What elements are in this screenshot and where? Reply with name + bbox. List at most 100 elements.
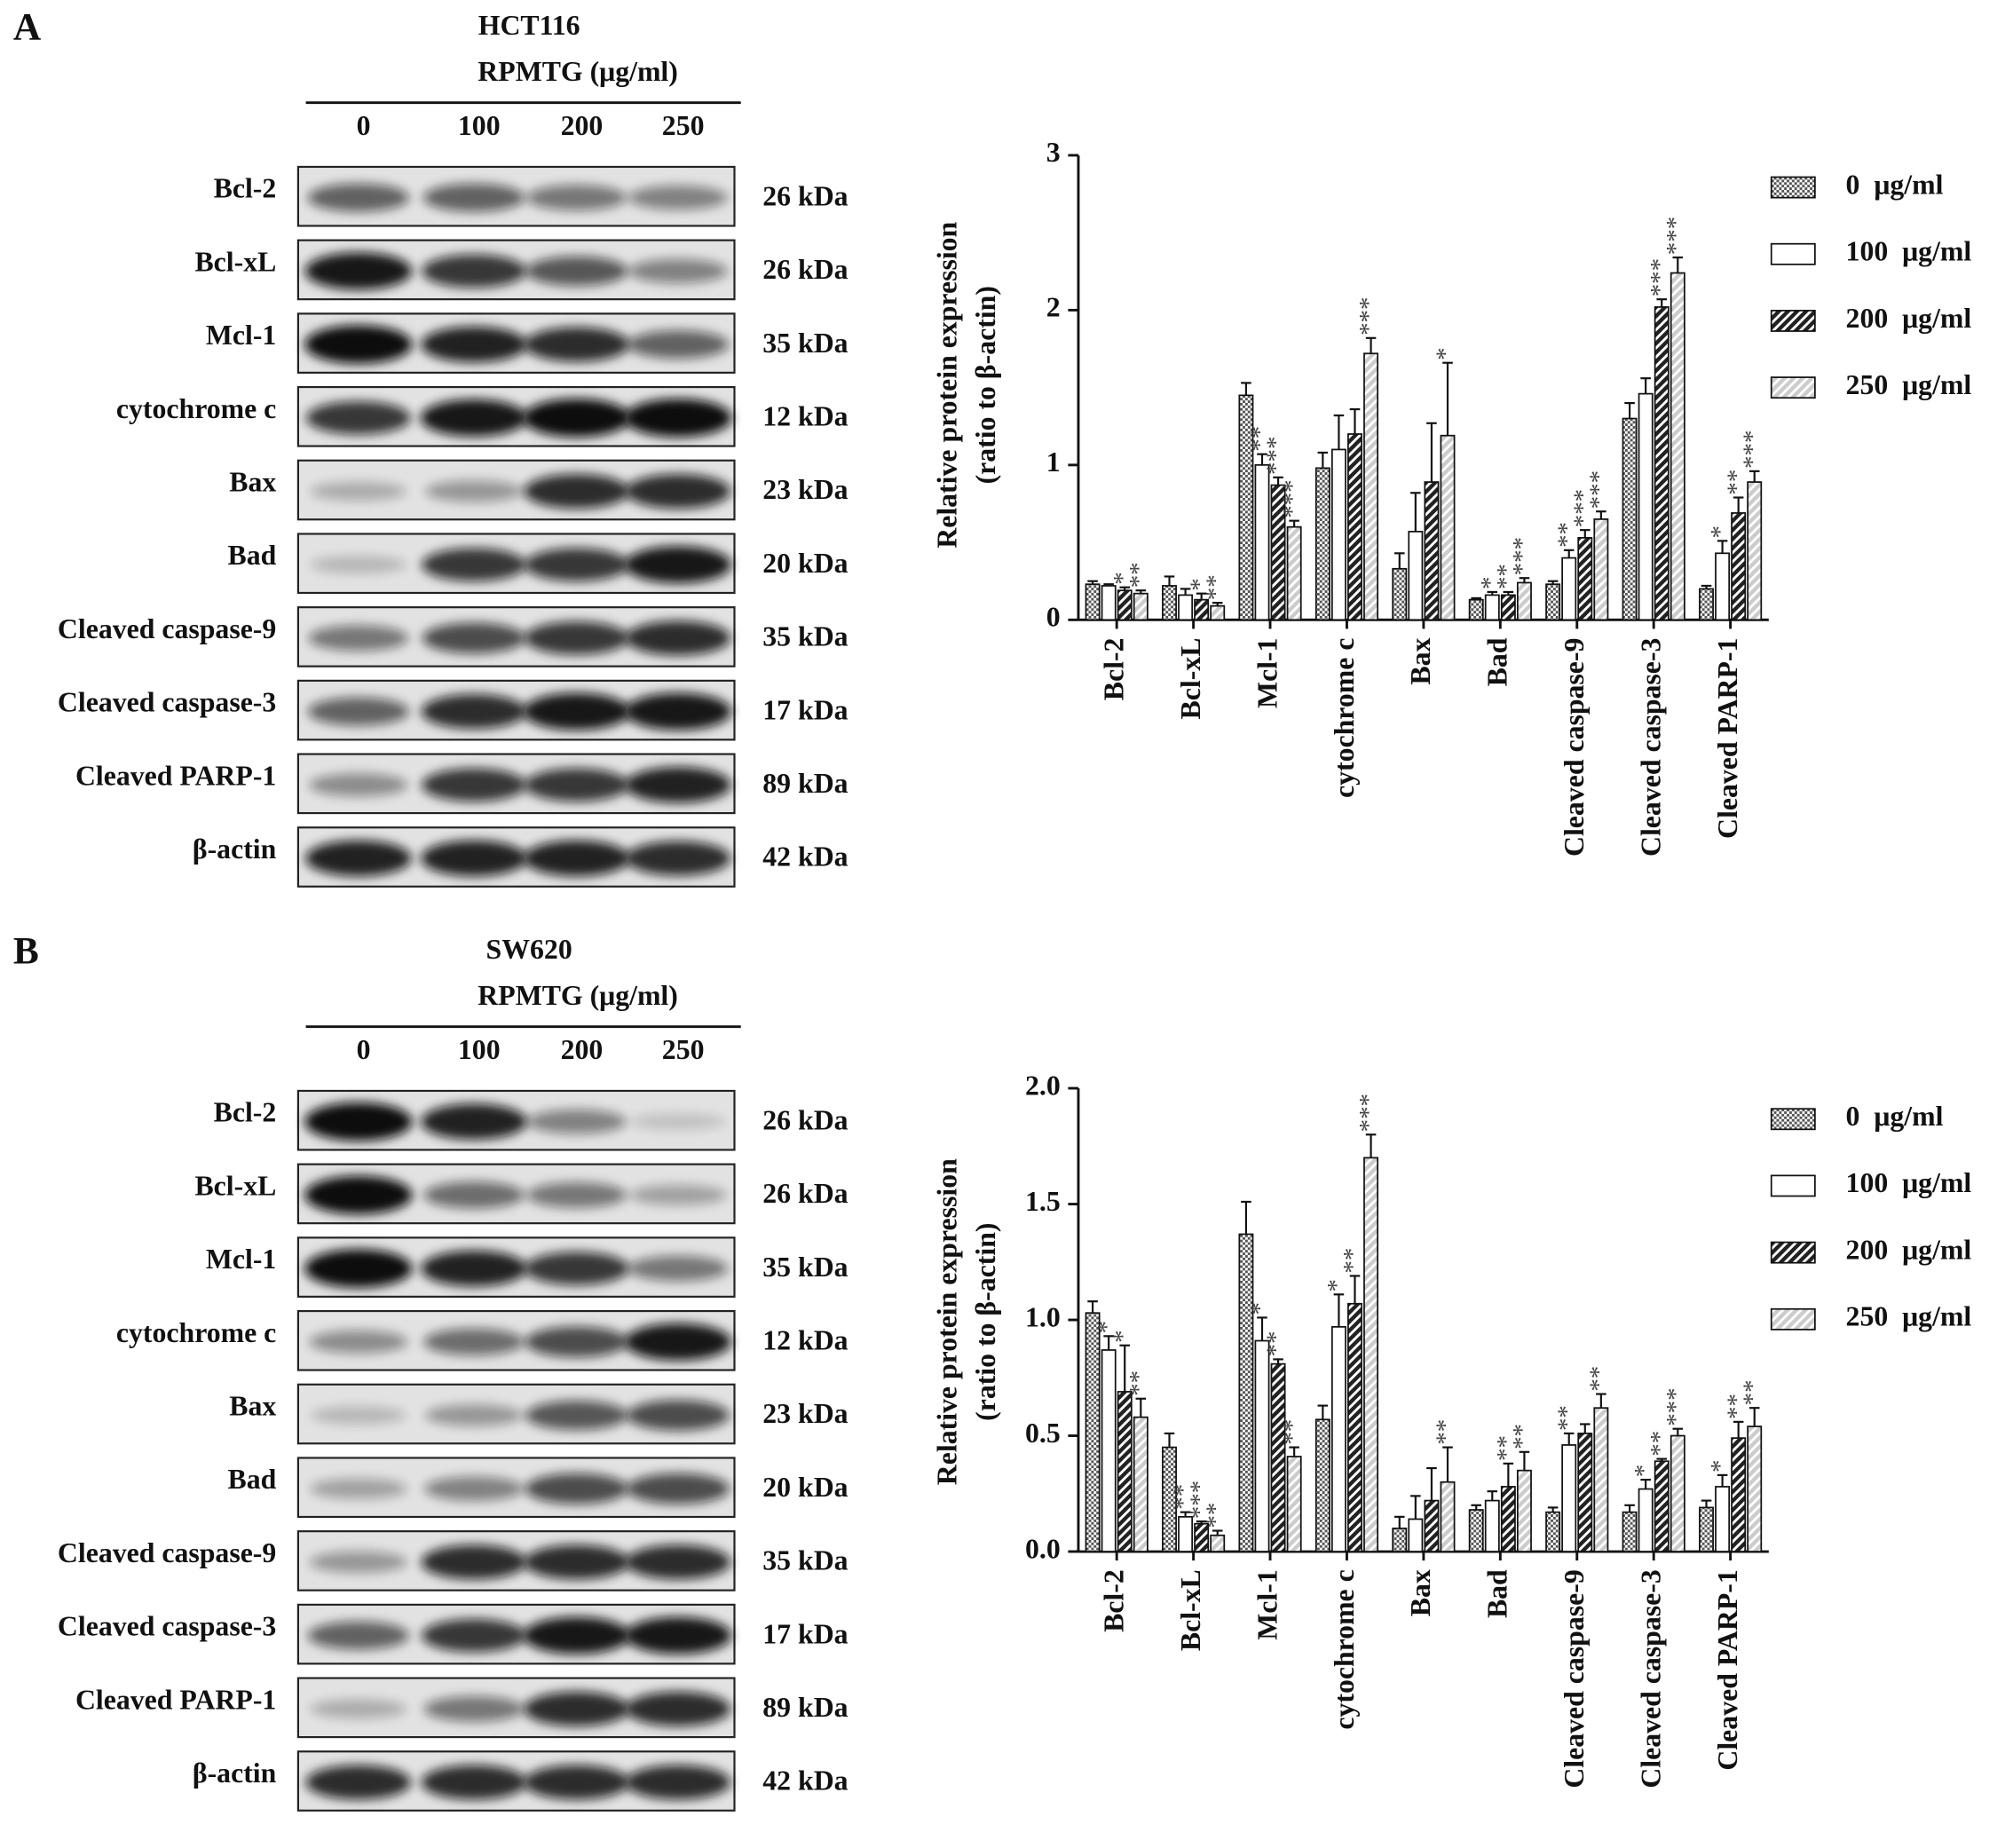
error-bar: [1749, 470, 1760, 483]
x-tick-label: Cleaved caspase-3: [1635, 638, 1666, 857]
blot-band: [625, 1765, 731, 1800]
bar: [1392, 1528, 1408, 1552]
error-bar: [1317, 451, 1329, 469]
size-label: 35 kDa: [762, 328, 848, 359]
error-bar: [1333, 1293, 1345, 1327]
x-tick-label: Bax: [1405, 637, 1436, 684]
bar: [1638, 1488, 1654, 1552]
blot-band: [310, 1478, 407, 1499]
y-axis-title: Relative protein expression: [932, 1158, 963, 1485]
blot-band: [307, 1621, 410, 1650]
bar: [1731, 1437, 1747, 1552]
y-tick-label: 2: [1046, 292, 1061, 323]
bar: [1408, 1518, 1424, 1552]
error-bar: [1624, 402, 1635, 419]
size-label: 35 kDa: [762, 1252, 848, 1283]
blot-band: [421, 1765, 527, 1800]
protein-label: Cleaved caspase-3: [58, 687, 276, 718]
bar: [1545, 583, 1561, 621]
bar: [1593, 1407, 1609, 1552]
blot-band: [304, 1175, 413, 1215]
significance: **: [1278, 1419, 1306, 1445]
bar: [1347, 1302, 1362, 1552]
error-bar: [1656, 1457, 1668, 1462]
error-bar: [1103, 583, 1114, 586]
size-label: 89 kDa: [762, 1692, 848, 1723]
legend-swatch: [1770, 376, 1816, 399]
blot-band: [421, 254, 526, 288]
blot-band: [304, 325, 413, 364]
blot-band: [309, 1330, 408, 1354]
x-tick-label: cytochrome c: [1329, 1569, 1360, 1729]
y-axis-title: Relative protein expression: [932, 221, 963, 548]
blot-band: [624, 546, 732, 584]
error-bar: [1212, 602, 1223, 606]
blot-band: [523, 692, 630, 731]
panel-label: A: [13, 6, 41, 49]
bar: [1194, 598, 1210, 621]
legend-label: 100 μg/ml: [1846, 1167, 1972, 1198]
blot-band: [522, 399, 631, 438]
x-tick-label: Cleaved PARP-1: [1712, 638, 1743, 839]
bar: [1593, 518, 1609, 621]
bar: [1440, 434, 1456, 621]
bar: [1424, 1499, 1440, 1552]
error-bar: [1365, 1133, 1377, 1158]
significance: *: [1093, 1321, 1121, 1333]
bar: [1162, 585, 1177, 621]
blot-band: [424, 1404, 524, 1426]
bar: [1500, 1486, 1516, 1552]
significance: ***: [1585, 470, 1614, 509]
significance: **: [1508, 1424, 1536, 1449]
error-bar: [1503, 590, 1514, 596]
blot-band: [524, 473, 630, 509]
blot-band: [524, 1544, 630, 1580]
bar: [1561, 557, 1577, 621]
error-bar: [1471, 596, 1481, 600]
bar: [1330, 448, 1346, 621]
significance: *: [1109, 1330, 1137, 1342]
blot-band: [628, 1255, 729, 1282]
error-bar: [1547, 580, 1559, 585]
significance: **: [1646, 1431, 1674, 1457]
blot-band: [421, 1103, 527, 1140]
bar: [1363, 352, 1379, 621]
error-bar: [1410, 1495, 1421, 1520]
protein-label: Bcl-xL: [194, 246, 276, 277]
x-tick-label: Bad: [1482, 1569, 1513, 1618]
error-bar: [1672, 1427, 1684, 1436]
significance: ***: [1662, 1387, 1690, 1425]
dose-label: 250: [662, 1034, 705, 1065]
protein-label: cytochrome c: [116, 1317, 276, 1348]
error-bar: [1656, 298, 1668, 307]
x-tick-label: Bcl-2: [1098, 1569, 1129, 1632]
x-tick-label: Bax: [1405, 1569, 1436, 1616]
bar: [1210, 604, 1226, 621]
error-bar: [1547, 1506, 1559, 1512]
protein-label: β-actin: [193, 1757, 277, 1789]
protein-label: Cleaved PARP-1: [75, 760, 276, 791]
significance: ***: [1278, 479, 1306, 517]
blot-band: [304, 1102, 413, 1141]
blot-band: [524, 1765, 630, 1800]
error-bar: [1212, 1529, 1223, 1536]
bar: [1270, 1362, 1286, 1552]
bar: [1747, 481, 1763, 621]
significance: *: [1706, 1460, 1734, 1473]
size-label: 42 kDa: [762, 841, 848, 873]
protein-label: β-actin: [193, 833, 277, 865]
significance: **: [1201, 1503, 1229, 1528]
error-bar: [1487, 590, 1498, 596]
bar: [1561, 1444, 1577, 1552]
significance: **: [1262, 1331, 1291, 1357]
legend-label: 250 μg/ml: [1846, 1301, 1972, 1332]
blot-band: [310, 1699, 407, 1719]
blot-band: [629, 1184, 727, 1205]
bar: [1622, 417, 1638, 621]
protein-label: Bcl-xL: [194, 1170, 276, 1201]
dose-label: 200: [561, 110, 604, 141]
blot-band: [625, 767, 731, 803]
legend-swatch: [1770, 1108, 1816, 1131]
blot-band: [524, 548, 629, 581]
y-axis-title: (ratio to β-actin): [970, 286, 1001, 484]
